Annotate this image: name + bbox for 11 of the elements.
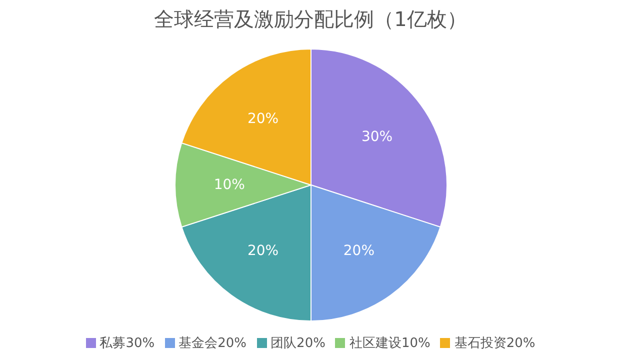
data-label: 20%: [247, 243, 279, 260]
data-label: 20%: [247, 110, 279, 127]
legend-label: 基金会20%: [178, 335, 247, 352]
data-label: 20%: [343, 243, 375, 260]
data-label: 30%: [361, 129, 393, 146]
legend-label: 团队20%: [270, 335, 326, 352]
legend-label: 社区建设10%: [348, 335, 430, 352]
chart-title: 全球经营及激励分配比例（1亿枚）: [153, 6, 468, 33]
data-label: 10%: [214, 177, 245, 193]
legend-label: 私募30%: [98, 335, 155, 352]
legend-label: 基石投资20%: [453, 335, 536, 352]
